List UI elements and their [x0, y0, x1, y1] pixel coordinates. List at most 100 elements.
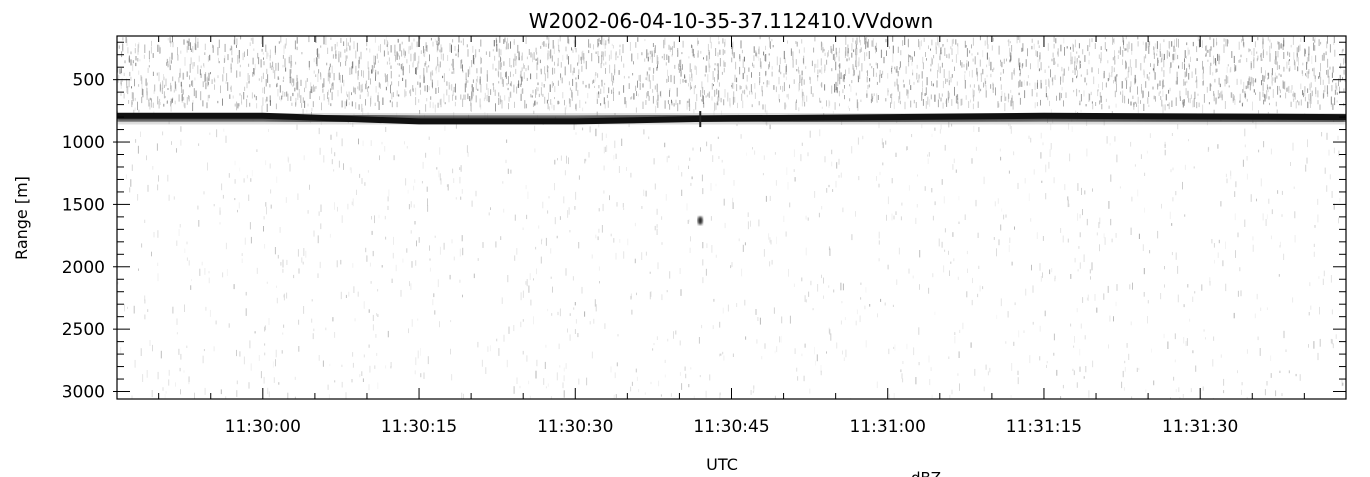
noise-streak: [836, 162, 838, 169]
noise-streak: [289, 69, 291, 79]
noise-streak: [549, 53, 551, 60]
noise-streak: [848, 57, 850, 61]
noise-streak: [437, 37, 439, 42]
noise-streak: [1184, 58, 1185, 63]
noise-streak: [1131, 43, 1133, 51]
noise-streak: [815, 360, 816, 366]
noise-streak: [1073, 345, 1075, 348]
noise-streak: [1119, 46, 1121, 55]
noise-streak: [308, 60, 310, 68]
noise-streak: [821, 66, 823, 75]
noise-streak: [1108, 72, 1110, 81]
noise-streak: [254, 63, 256, 70]
noise-streak: [756, 52, 758, 58]
noise-streak: [423, 67, 425, 77]
noise-streak: [1109, 315, 1111, 322]
noise-streak: [348, 91, 350, 100]
noise-streak: [1293, 186, 1295, 189]
noise-streak: [1099, 92, 1101, 98]
noise-streak: [150, 46, 152, 54]
noise-streak: [1196, 76, 1198, 82]
noise-streak: [329, 74, 331, 84]
noise-streak: [363, 301, 365, 309]
noise-streak: [1133, 102, 1135, 106]
noise-streak: [723, 67, 725, 73]
noise-streak: [291, 61, 293, 67]
noise-streak: [537, 82, 539, 86]
noise-streak: [1323, 270, 1325, 277]
noise-streak: [845, 36, 847, 45]
noise-streak: [557, 57, 559, 66]
noise-streak: [1122, 50, 1124, 57]
noise-streak: [598, 56, 600, 64]
noise-streak: [378, 101, 380, 110]
noise-streak: [710, 216, 712, 221]
noise-streak: [1258, 149, 1260, 153]
noise-streak: [855, 92, 857, 96]
noise-streak: [801, 70, 803, 76]
noise-streak: [773, 307, 775, 314]
noise-streak: [1008, 39, 1010, 47]
noise-streak: [914, 51, 915, 57]
noise-streak: [1308, 69, 1310, 74]
noise-streak: [1322, 93, 1324, 99]
noise-streak: [230, 85, 232, 92]
noise-streak: [1009, 59, 1011, 63]
noise-streak: [910, 56, 912, 60]
noise-streak: [818, 212, 820, 218]
noise-streak: [406, 248, 408, 253]
noise-streak: [575, 191, 577, 200]
noise-streak: [566, 54, 568, 60]
noise-streak: [1176, 77, 1178, 85]
noise-streak: [265, 99, 267, 103]
noise-streak: [1343, 58, 1344, 65]
noise-streak: [413, 185, 415, 191]
noise-streak: [1157, 83, 1159, 87]
noise-streak: [771, 38, 773, 42]
noise-streak: [601, 225, 603, 233]
noise-streak: [828, 246, 830, 250]
noise-streak: [1182, 102, 1184, 108]
noise-streak: [1203, 329, 1205, 332]
noise-streak: [340, 291, 342, 300]
noise-streak: [540, 68, 542, 72]
noise-streak: [1279, 44, 1281, 49]
noise-streak: [466, 145, 468, 153]
noise-streak: [1283, 37, 1285, 47]
noise-streak: [758, 219, 760, 227]
noise-streak: [423, 46, 424, 54]
noise-streak: [1280, 43, 1282, 49]
noise-streak: [1186, 42, 1188, 46]
noise-streak: [921, 92, 923, 101]
noise-streak: [1230, 170, 1232, 176]
noise-streak: [1068, 66, 1070, 71]
noise-streak: [958, 351, 960, 358]
noise-streak: [1306, 157, 1308, 164]
noise-streak: [1086, 148, 1088, 157]
noise-streak: [1074, 61, 1076, 70]
noise-streak: [573, 67, 575, 73]
noise-streak: [1010, 126, 1012, 134]
noise-streak: [460, 94, 462, 100]
noise-streak: [418, 237, 420, 243]
noise-streak: [986, 74, 988, 78]
noise-streak: [1271, 73, 1273, 77]
noise-streak: [780, 335, 782, 343]
noise-streak: [690, 86, 692, 89]
noise-streak: [1131, 396, 1133, 399]
noise-streak: [347, 203, 349, 210]
noise-streak: [811, 60, 813, 67]
noise-streak: [352, 263, 354, 268]
noise-streak: [1153, 380, 1155, 386]
noise-streak: [955, 39, 957, 45]
noise-streak: [443, 73, 445, 83]
noise-streak: [1017, 36, 1019, 40]
noise-streak: [588, 152, 590, 158]
noise-streak: [522, 227, 524, 230]
noise-streak: [535, 246, 537, 250]
noise-streak: [861, 63, 863, 72]
noise-streak: [1292, 142, 1294, 151]
noise-streak: [126, 78, 127, 87]
noise-streak: [582, 50, 584, 59]
noise-streak: [1269, 53, 1271, 62]
